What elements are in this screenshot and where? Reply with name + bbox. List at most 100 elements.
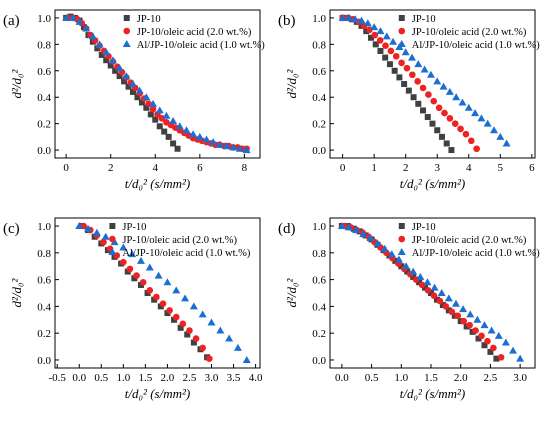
data-point-triangle: [175, 122, 184, 130]
data-point-circle: [376, 37, 384, 44]
data-point-square: [124, 268, 131, 275]
data-point-circle: [366, 26, 373, 34]
data-point-triangle: [84, 224, 93, 232]
legend-label: JP-10/oleic acid (2.0 wt.%): [412, 235, 527, 246]
data-point-triangle: [387, 250, 396, 258]
y-tick-label: 0.2: [37, 119, 51, 131]
data-point-triangle: [242, 146, 251, 154]
legend-label: JP-10/oleic acid (2.0 wt.%): [412, 27, 527, 38]
data-point-triangle: [437, 289, 446, 296]
data-point-triangle: [181, 294, 190, 302]
data-point-triangle: [501, 338, 510, 346]
data-point-triangle: [459, 305, 468, 313]
data-point-circle: [398, 59, 405, 67]
panel-label: (d): [278, 221, 296, 237]
x-tick-label: 0.5: [365, 372, 379, 384]
data-point-circle: [446, 115, 454, 122]
data-point-circle: [472, 327, 479, 334]
legend: JP-10 JP-10/oleic acid (2.0 wt.%) Al/JP-10…: [397, 14, 540, 51]
x-tick-label: 4.0: [249, 372, 263, 384]
data-point-circle: [371, 31, 379, 39]
y-tick-label: 1.0: [312, 221, 326, 233]
data-point-circle: [430, 292, 438, 299]
x-tick-label: 2.5: [183, 372, 197, 384]
data-point-triangle: [433, 77, 442, 85]
legend-marker-circle: [109, 235, 116, 243]
data-point-triangle: [215, 140, 224, 148]
data-point-square: [487, 348, 494, 355]
x-tick-label: 0: [63, 162, 69, 174]
data-point-circle: [457, 125, 464, 133]
data-point-square: [170, 140, 177, 147]
x-tick-label: 1.0: [394, 372, 408, 384]
data-point-triangle: [88, 32, 97, 40]
legend-label: JP-10: [412, 222, 436, 233]
data-point-triangle: [496, 132, 505, 140]
y-tick-label: 0.2: [37, 328, 51, 340]
data-point-square: [475, 335, 482, 342]
data-point-square: [404, 268, 411, 275]
data-point-triangle: [473, 315, 482, 323]
data-point-square: [147, 111, 154, 118]
data-point-square: [164, 310, 171, 317]
data-point-circle: [478, 332, 485, 340]
data-point-triangle: [225, 334, 234, 342]
data-point-triangle: [119, 243, 128, 251]
data-point-circle: [199, 344, 206, 352]
x-tick-label: 6: [529, 162, 535, 174]
legend-label: JP-10: [122, 222, 146, 233]
data-point-triangle: [494, 331, 503, 339]
data-point-triangle: [115, 64, 124, 72]
y-tick-label: 0.0: [37, 355, 51, 367]
y-tick-label: 0.4: [37, 92, 51, 104]
y-tick-label: 0.4: [37, 301, 51, 313]
data-point-circle: [192, 335, 200, 342]
data-point-triangle: [394, 255, 403, 263]
data-point-triangle: [345, 223, 354, 231]
data-point-triangle: [222, 142, 231, 150]
data-point-triangle: [366, 234, 375, 242]
data-point-square: [107, 62, 114, 69]
data-point-circle: [497, 353, 505, 361]
data-point-square: [391, 67, 398, 74]
data-point-circle: [424, 287, 432, 294]
data-point-triangle: [128, 250, 137, 258]
data-point-circle: [146, 287, 154, 294]
data-point-square: [157, 303, 164, 310]
data-point-square: [410, 273, 417, 280]
data-point-triangle: [439, 82, 448, 90]
legend-marker-triangle: [397, 248, 406, 255]
data-point-circle: [387, 47, 395, 55]
data-point-square: [144, 290, 151, 296]
data-point-square: [493, 355, 500, 362]
data-point-triangle: [414, 60, 423, 68]
data-point-triangle: [357, 16, 366, 24]
data-point-triangle: [163, 278, 172, 286]
legend-marker-triangle: [108, 248, 117, 255]
data-point-circle: [392, 52, 400, 60]
data-point-square: [143, 104, 150, 111]
y-tick-label: 0.0: [312, 145, 326, 157]
data-point-circle: [448, 308, 456, 316]
x-tick-label: 1: [371, 162, 377, 174]
data-point-triangle: [490, 126, 498, 134]
data-point-triangle: [452, 93, 461, 101]
data-point-square: [363, 28, 370, 35]
y-tick-label: 0.6: [37, 275, 51, 287]
data-point-square: [125, 83, 132, 90]
data-point-square: [165, 133, 172, 140]
data-point-triangle: [229, 143, 238, 151]
data-point-triangle: [423, 278, 432, 286]
data-point-triangle: [145, 263, 154, 271]
data-point-triangle: [487, 326, 496, 334]
data-point-square: [424, 114, 431, 121]
x-tick-label: 3.5: [227, 372, 241, 384]
data-point-triangle: [209, 138, 218, 146]
data-point-triangle: [155, 106, 164, 114]
panel-b: (b) 0 1 2 3 4 5 6 0.0 0.2 0.4 0.6 0.8 1.0 t/d₀² (s/mm²…: [278, 9, 540, 191]
data-point-square: [398, 263, 405, 270]
legend: JP-10 JP-10/oleic acid (2.0 wt.%) Al/JP-10…: [108, 222, 251, 259]
x-tick-label: -0.5: [48, 372, 66, 384]
panel-c: (c) -0.5 0.0 0.5 1.0 1.5 2.0 2.5 3.0 3.5 4.0 0.0 0.2…: [3, 217, 263, 401]
